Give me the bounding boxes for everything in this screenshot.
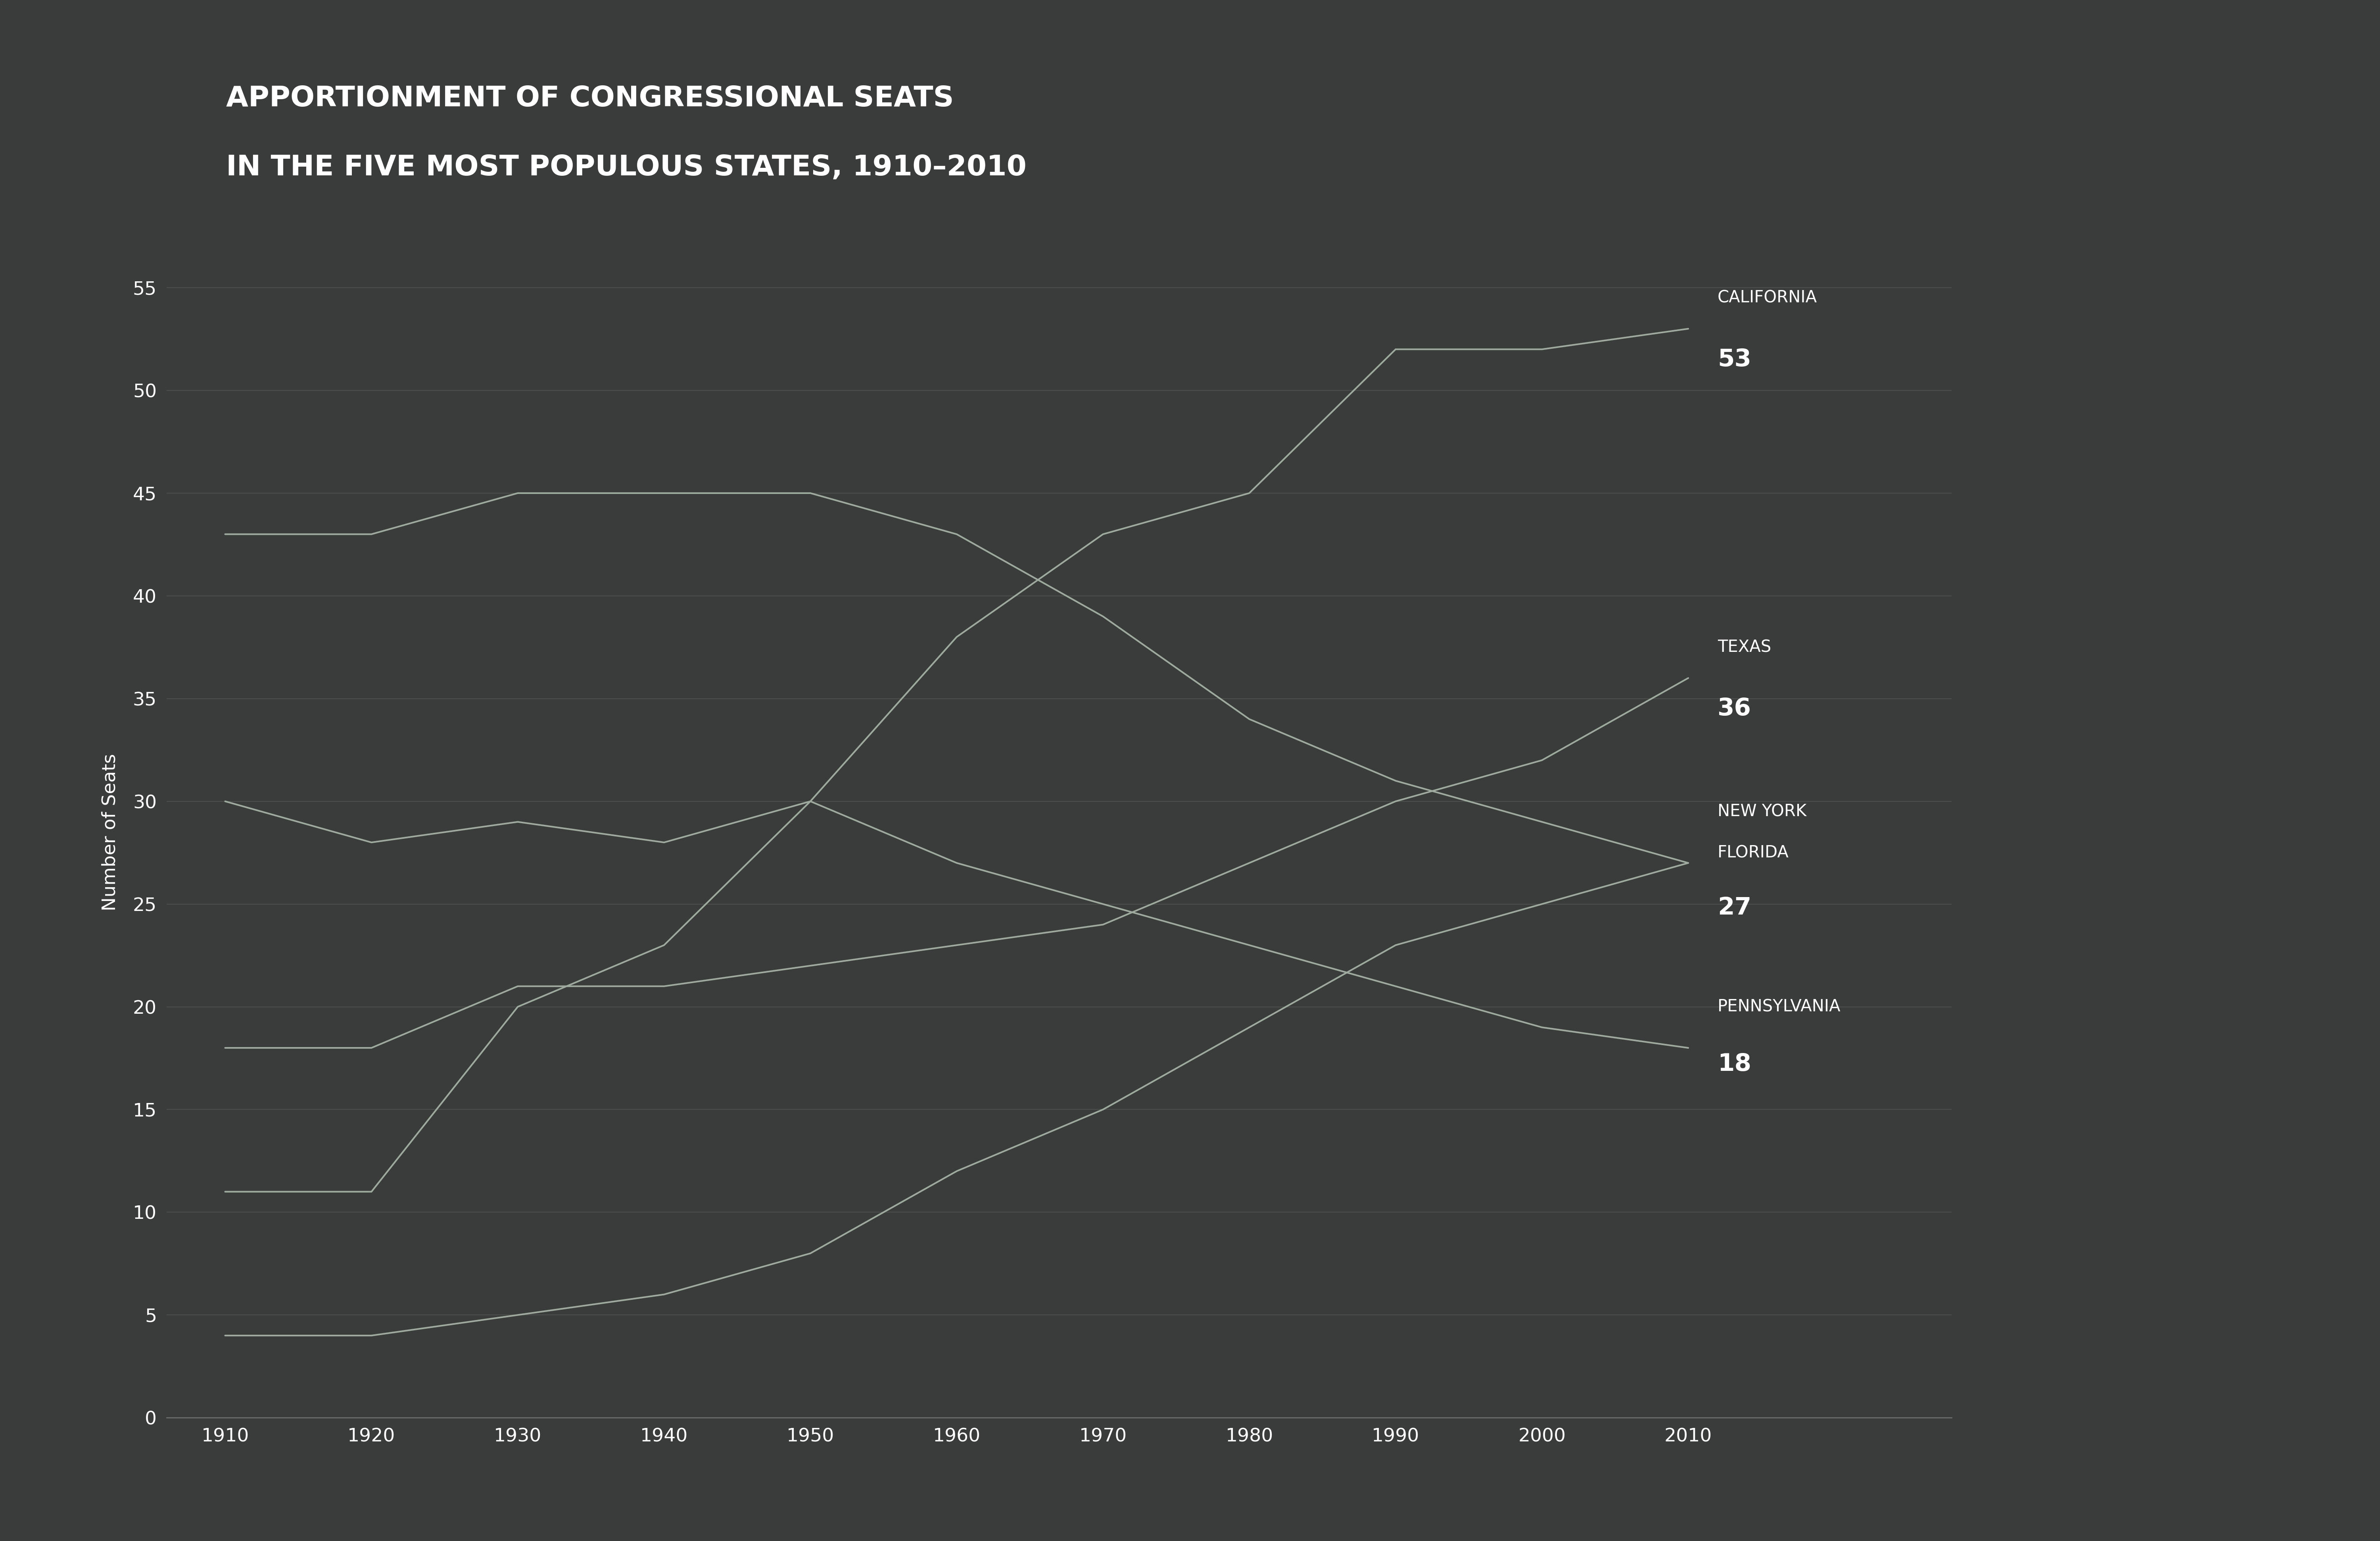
- Text: CALIFORNIA: CALIFORNIA: [1718, 290, 1816, 307]
- Text: APPORTIONMENT OF CONGRESSIONAL SEATS: APPORTIONMENT OF CONGRESSIONAL SEATS: [226, 85, 954, 112]
- Text: 27: 27: [1718, 897, 1752, 920]
- Text: IN THE FIVE MOST POPULOUS STATES, 1910–2010: IN THE FIVE MOST POPULOUS STATES, 1910–2…: [226, 154, 1026, 182]
- Text: FLORIDA: FLORIDA: [1718, 844, 1790, 861]
- Text: PENNSYLVANIA: PENNSYLVANIA: [1718, 999, 1840, 1016]
- Text: 53: 53: [1718, 348, 1752, 371]
- Text: TEXAS: TEXAS: [1718, 640, 1771, 655]
- Text: NEW YORK: NEW YORK: [1718, 803, 1806, 820]
- Text: 18: 18: [1718, 1053, 1752, 1076]
- Y-axis label: Number of Seats: Number of Seats: [102, 754, 119, 911]
- Text: 36: 36: [1718, 697, 1752, 721]
